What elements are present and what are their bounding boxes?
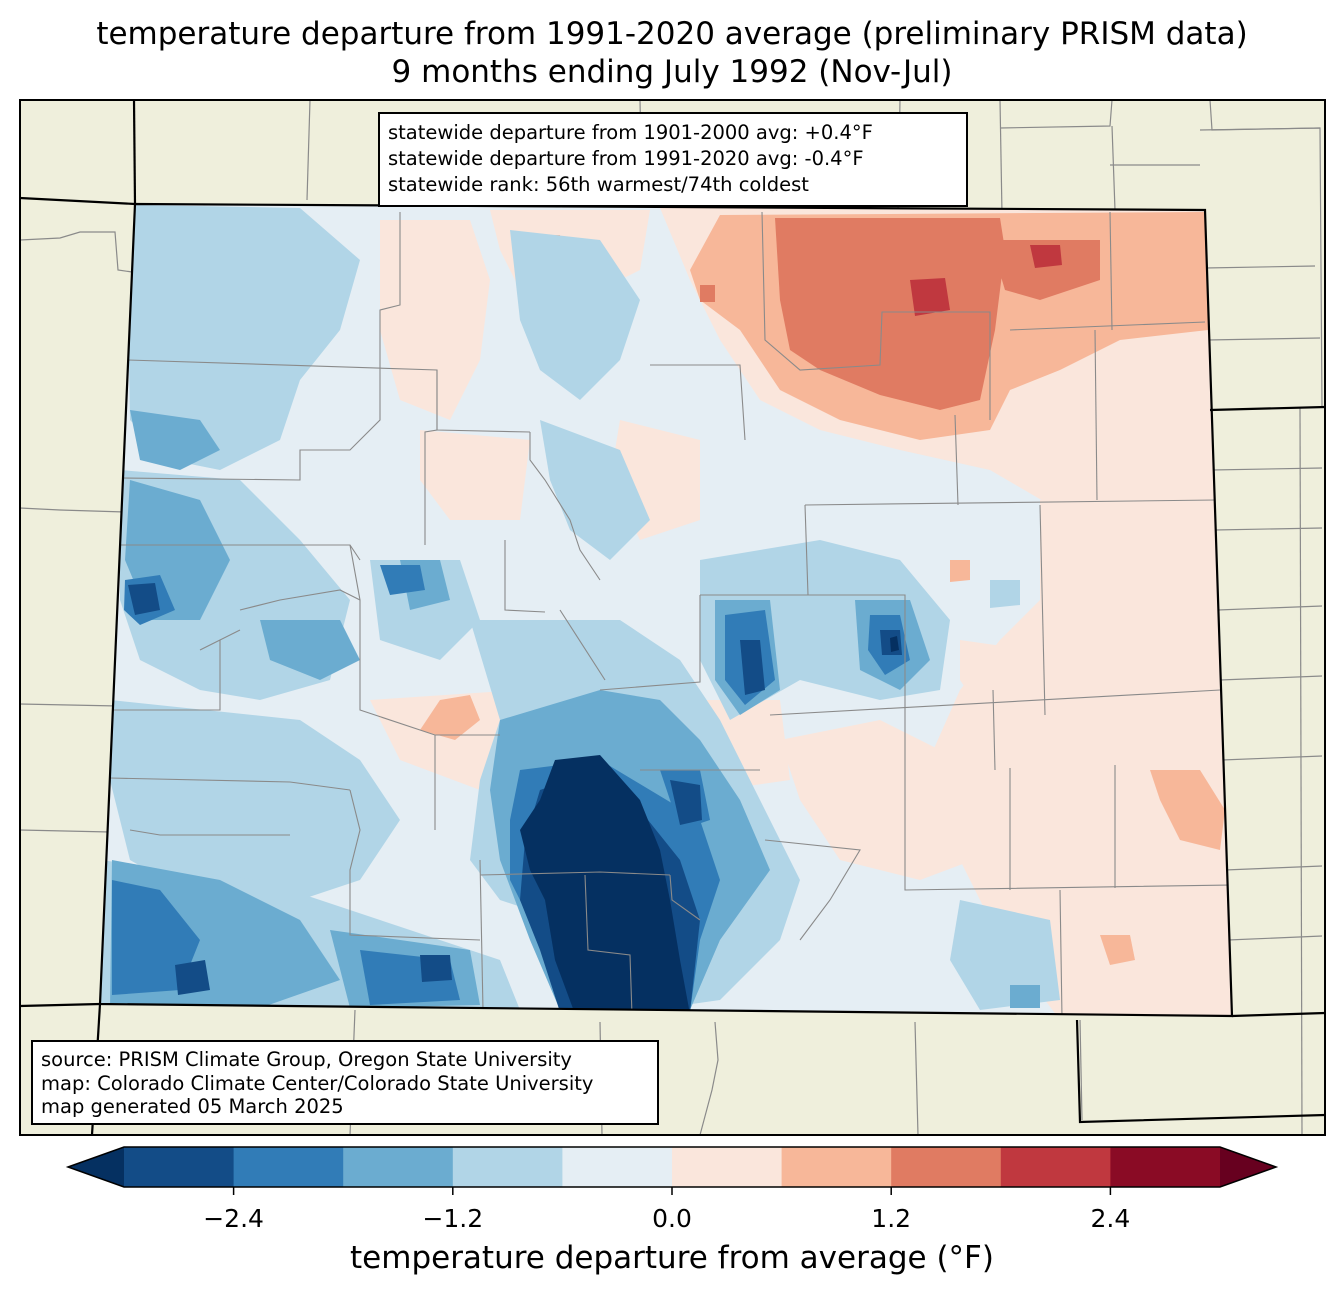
colorado-temperature-map [19, 99, 1326, 1136]
colorbar-outline [65, 1146, 1279, 1188]
map-frame [19, 99, 1326, 1136]
colorbar-tick-label: −1.2 [422, 1204, 484, 1233]
colorbar-bin-6 [781, 1147, 892, 1187]
stats-line-2: statewide departure from 1991-2020 avg: … [388, 147, 864, 170]
state-boundaries [19, 99, 1326, 1136]
colorbar-tick-label: 1.2 [871, 1204, 912, 1233]
colorado-county-lines [109, 211, 1231, 1016]
stats-line-3: statewide rank: 56th warmest/74th coldes… [388, 173, 809, 196]
source-line-1: source: PRISM Climate Group, Oregon Stat… [41, 1048, 572, 1071]
colorbar-tick-label: −2.4 [203, 1204, 264, 1233]
colorbar-bin-5 [672, 1147, 783, 1187]
colorbar-bin-9 [1110, 1147, 1221, 1187]
colorbar-bin-3 [452, 1147, 563, 1187]
source-credits-box: source: PRISM Climate Group, Oregon Stat… [31, 1040, 659, 1125]
colorbar-under-arrow [68, 1147, 124, 1187]
source-line-3: map generated 05 March 2025 [41, 1095, 344, 1118]
colorbar-bin-8 [1000, 1147, 1111, 1187]
colorbar-bin-7 [891, 1147, 1002, 1187]
colorbar-label: temperature departure from average (°F) [350, 1240, 994, 1276]
colorbar-over-arrow [1220, 1147, 1276, 1187]
colorbar [65, 1146, 1279, 1195]
temperature-field [100, 204, 1232, 1016]
stats-line-1: statewide departure from 1901-2000 avg: … [388, 121, 873, 144]
source-line-2: map: Colorado Climate Center/Colorado St… [41, 1071, 594, 1095]
colorbar-tick-label: 2.4 [1090, 1204, 1131, 1233]
map-title-line-1: temperature departure from 1991-2020 ave… [96, 16, 1248, 52]
colorbar-tick-label: 0.0 [652, 1204, 692, 1233]
colorbar-bin-2 [343, 1147, 454, 1187]
colorbar-bin-4 [562, 1147, 673, 1187]
colorbar-bin-1 [233, 1147, 344, 1187]
colorbar-bin-0 [124, 1147, 235, 1187]
map-title-line-2: 9 months ending July 1992 (Nov-Jul) [391, 54, 953, 90]
statewide-stats-box: statewide departure from 1901-2000 avg: … [378, 112, 968, 207]
